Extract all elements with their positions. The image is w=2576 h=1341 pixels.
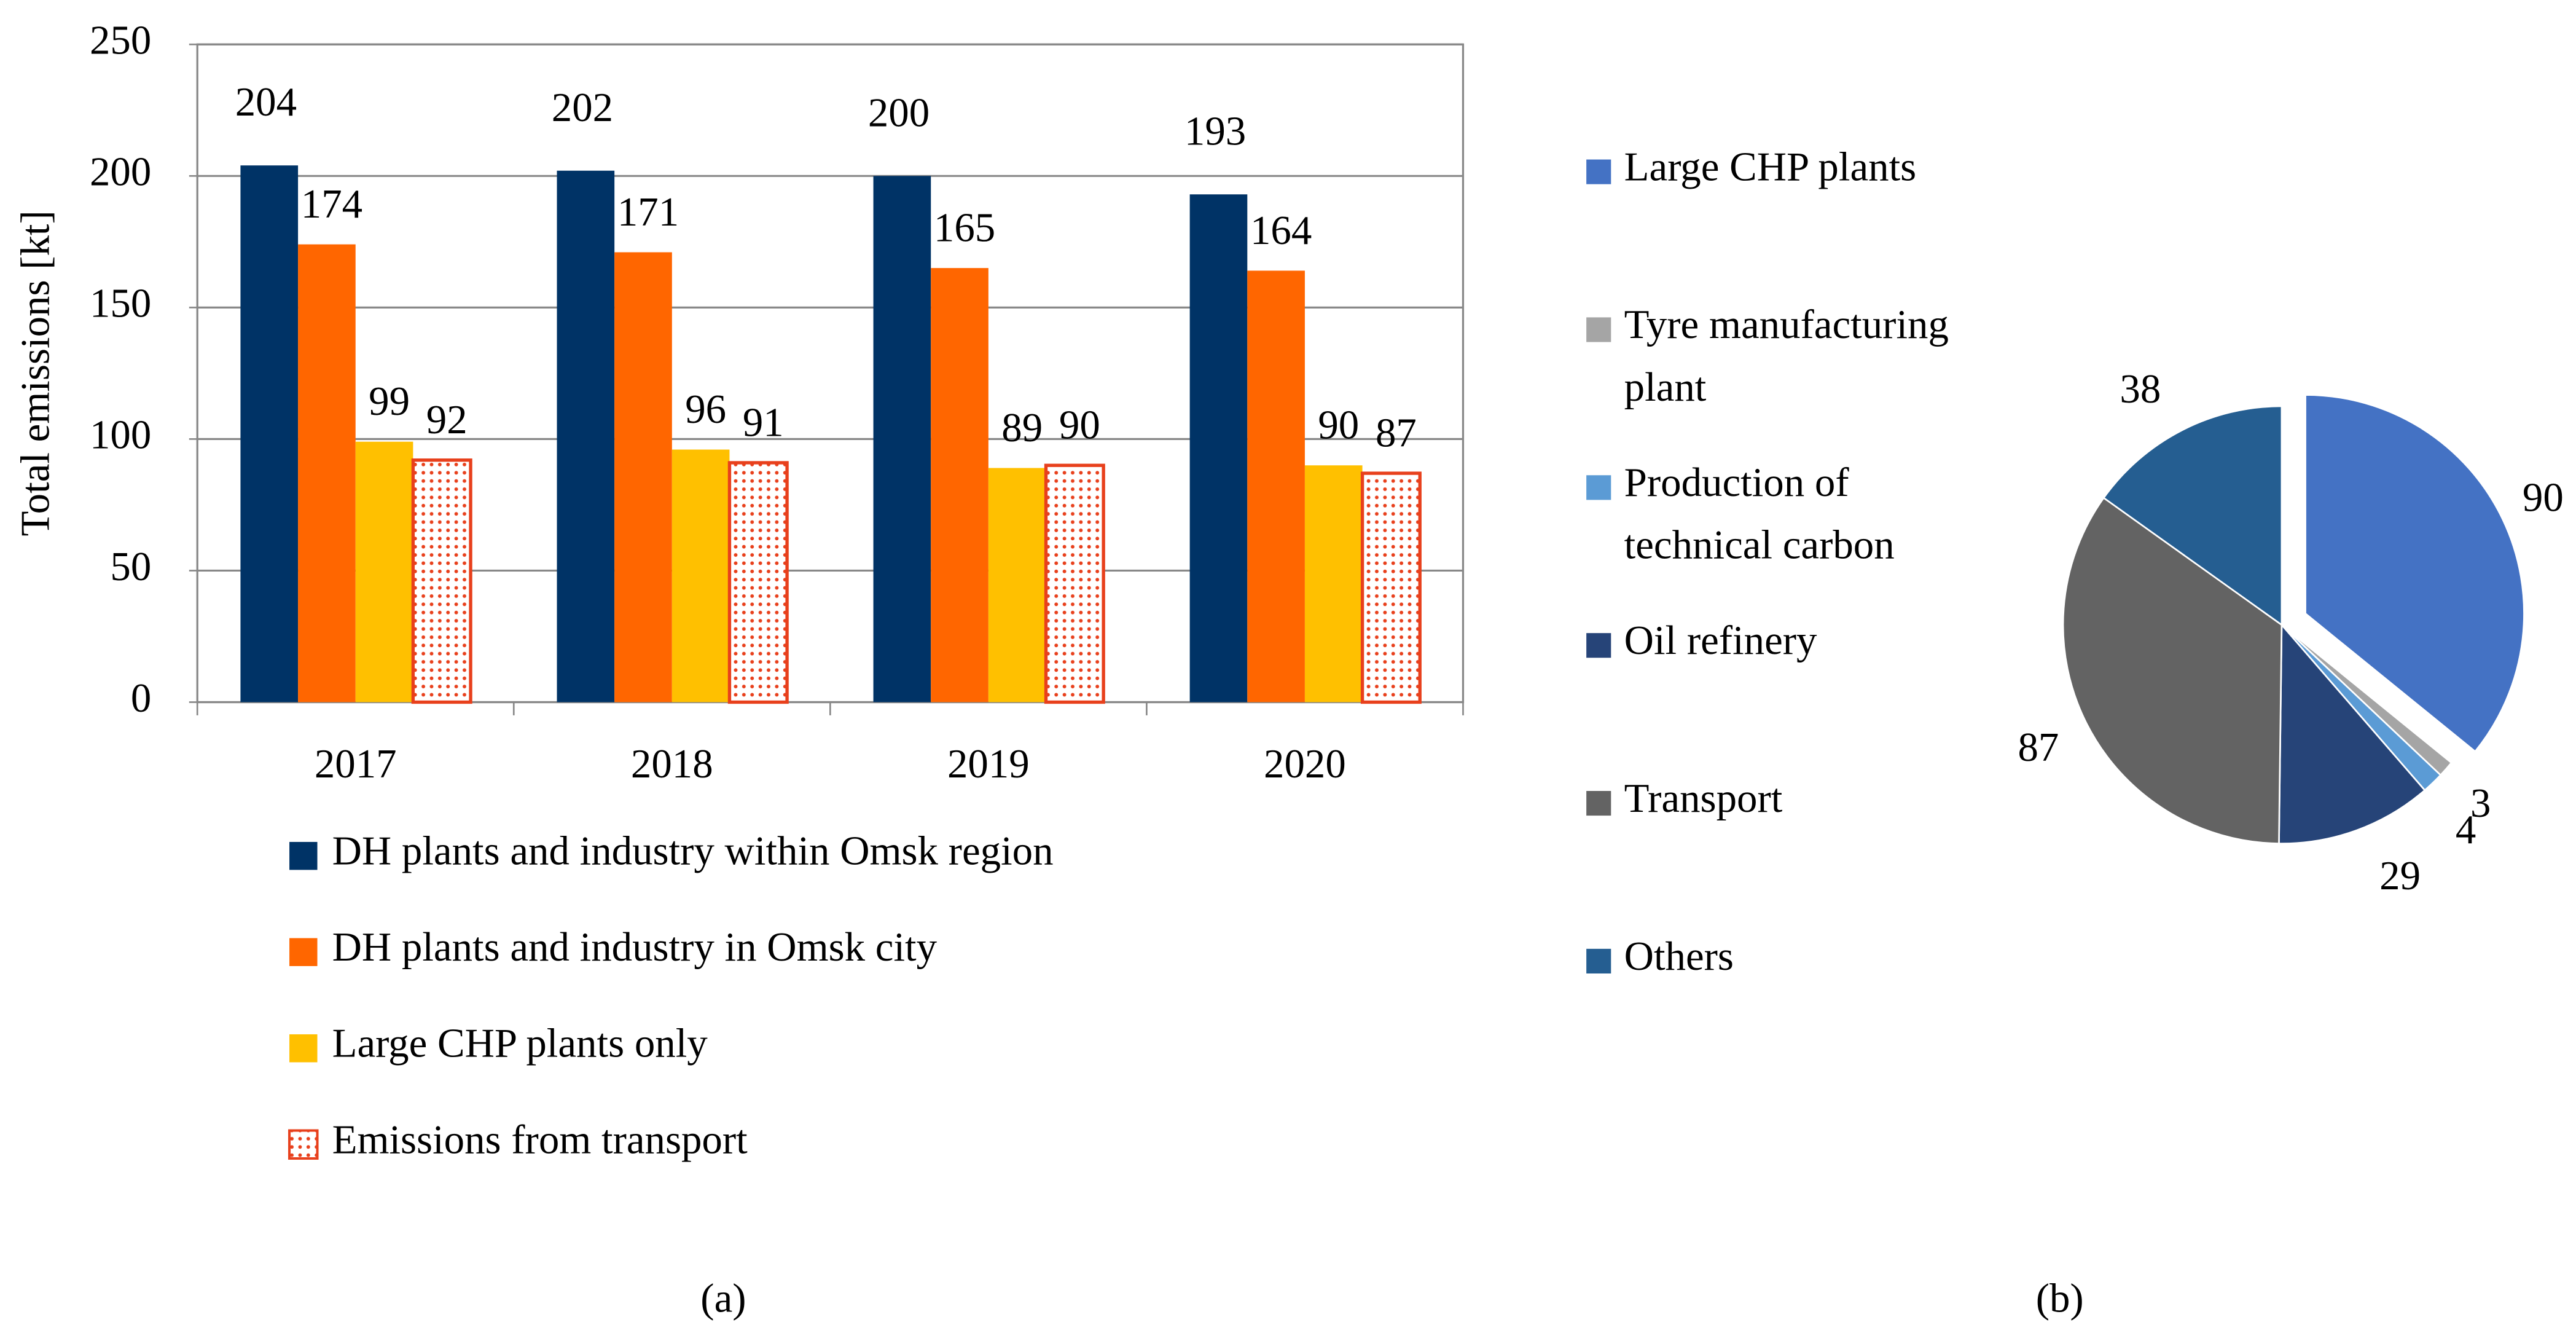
legend-label: Oil refinery bbox=[1624, 618, 1817, 663]
legend-swatch bbox=[1586, 948, 1611, 973]
value-label: 171 bbox=[617, 189, 679, 235]
bar bbox=[298, 244, 356, 702]
legend-swatch bbox=[288, 1129, 319, 1160]
value-label: 87 bbox=[2018, 725, 2059, 770]
legend-swatch bbox=[289, 841, 318, 870]
value-label: 174 bbox=[301, 181, 362, 227]
y-tick-label: 200 bbox=[90, 149, 151, 195]
legend-swatch bbox=[1586, 159, 1611, 184]
caption: (a) bbox=[700, 1275, 746, 1321]
bar bbox=[1304, 465, 1363, 702]
legend-label: Large CHP plants bbox=[1624, 144, 1917, 190]
x-tick-label: 2018 bbox=[631, 741, 713, 787]
legend-label: Tyre manufacturing plant bbox=[1624, 302, 1949, 410]
value-label: 90 bbox=[1059, 403, 1100, 448]
value-label: 165 bbox=[934, 205, 995, 251]
bar bbox=[411, 458, 472, 704]
value-label: 99 bbox=[369, 379, 410, 424]
value-label: 90 bbox=[2523, 474, 2564, 520]
legend-label: Large CHP plants only bbox=[332, 1021, 708, 1066]
legend-swatch bbox=[289, 1034, 318, 1063]
y-tick-label: 50 bbox=[110, 544, 151, 589]
legend-label: DH plants and industry in Omsk city bbox=[332, 924, 938, 970]
value-label: 90 bbox=[1318, 403, 1359, 448]
bar bbox=[873, 176, 931, 702]
y-tick-label: 150 bbox=[90, 281, 151, 326]
legend-label: Emissions from transport bbox=[332, 1117, 748, 1162]
bar bbox=[1360, 471, 1422, 704]
value-label: 193 bbox=[1184, 108, 1246, 154]
y-tick-label: 100 bbox=[90, 412, 151, 458]
bar bbox=[1044, 463, 1105, 704]
bar bbox=[988, 468, 1046, 702]
x-tick-label: 2020 bbox=[1264, 741, 1346, 787]
legend-label: DH plants and industry within Omsk regio… bbox=[332, 828, 1054, 874]
legend-label: Transport bbox=[1624, 776, 1783, 821]
value-label: 202 bbox=[552, 85, 613, 130]
y-tick-label: 0 bbox=[131, 675, 151, 721]
legend-swatch bbox=[289, 938, 318, 966]
value-label: 38 bbox=[2120, 366, 2161, 412]
bar bbox=[557, 170, 615, 702]
caption: (b) bbox=[2036, 1275, 2084, 1321]
value-label: 92 bbox=[426, 397, 468, 442]
value-label: 3 bbox=[2470, 781, 2491, 826]
value-label: 4 bbox=[2456, 807, 2476, 852]
pie-slice bbox=[2062, 497, 2283, 844]
value-label: 200 bbox=[868, 90, 930, 135]
bar bbox=[931, 268, 989, 702]
legend-label: Production of technical carbon bbox=[1624, 460, 1895, 568]
legend-swatch bbox=[1586, 790, 1611, 816]
legend-swatch bbox=[1586, 475, 1611, 500]
legend-label: Others bbox=[1624, 934, 1734, 979]
legend-swatch bbox=[1586, 317, 1611, 342]
value-label: 91 bbox=[743, 399, 784, 445]
y-tick-label: 250 bbox=[90, 18, 151, 63]
bar bbox=[727, 461, 789, 704]
bar bbox=[671, 449, 730, 702]
value-label: 164 bbox=[1250, 208, 1312, 253]
value-label: 96 bbox=[685, 387, 726, 432]
pie-slice bbox=[2102, 405, 2283, 627]
y-axis-label: Total emissions [kt] bbox=[13, 210, 58, 536]
value-label: 29 bbox=[2379, 853, 2421, 899]
bar bbox=[240, 165, 299, 702]
value-label: 204 bbox=[235, 79, 297, 125]
x-tick-label: 2019 bbox=[947, 741, 1030, 787]
legend-swatch bbox=[1586, 633, 1611, 658]
bar bbox=[355, 441, 413, 702]
bar bbox=[1247, 270, 1305, 702]
value-label: 87 bbox=[1376, 411, 1417, 456]
x-tick-label: 2017 bbox=[315, 741, 397, 787]
pie-slice bbox=[2278, 623, 2426, 844]
bar bbox=[1189, 194, 1248, 702]
bar bbox=[614, 252, 672, 702]
pie-slice bbox=[2304, 394, 2525, 753]
value-label: 89 bbox=[1001, 405, 1043, 450]
